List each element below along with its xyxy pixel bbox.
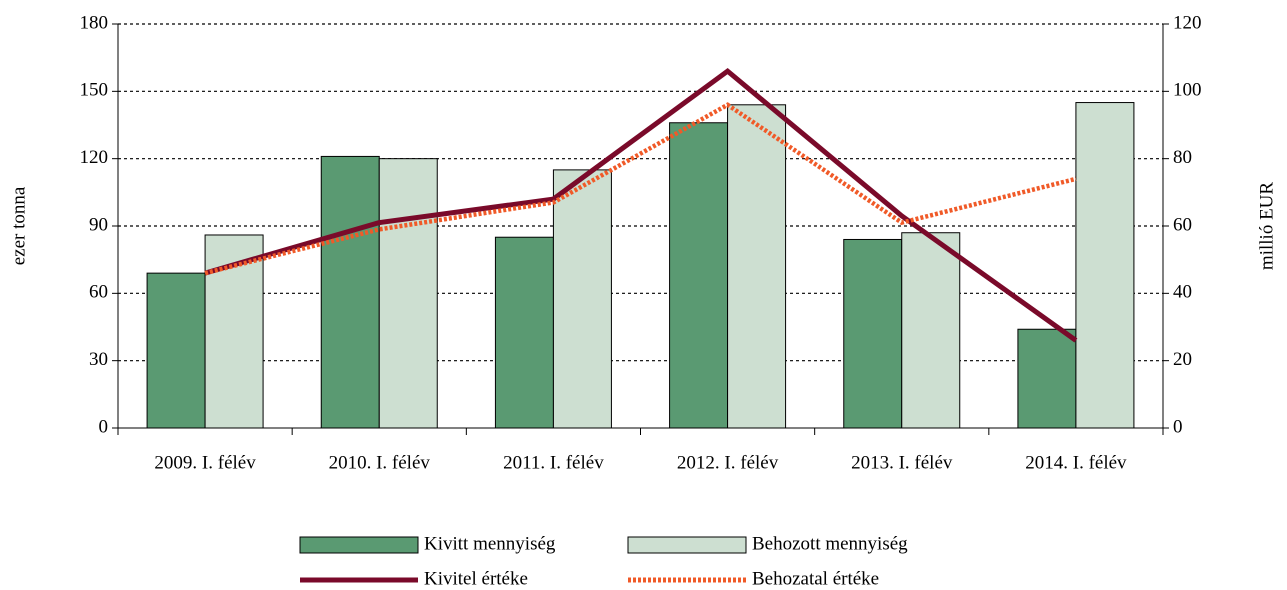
bar bbox=[901, 232, 961, 429]
bar bbox=[146, 272, 206, 429]
bar bbox=[727, 104, 787, 429]
y-tick-label: 60 bbox=[89, 282, 108, 303]
bar bbox=[843, 238, 903, 429]
x-tick-label: 2012. I. félév bbox=[677, 452, 779, 473]
y-tick-label: 0 bbox=[99, 416, 109, 437]
x-tick-label: 2010. I. félév bbox=[329, 452, 431, 473]
y-tick-label: 30 bbox=[89, 349, 108, 370]
legend-swatch bbox=[627, 536, 747, 554]
bar bbox=[552, 169, 612, 429]
x-tick-label: 2013. I. félév bbox=[851, 452, 953, 473]
x-tick-label: 2009. I. félév bbox=[154, 452, 256, 473]
legend-label: Kivitt mennyiség bbox=[424, 533, 556, 554]
legend-label: Kivitel értéke bbox=[424, 568, 528, 589]
y2-tick-label: 40 bbox=[1173, 282, 1192, 303]
y2-tick-label: 100 bbox=[1173, 80, 1202, 101]
x-tick-label: 2011. I. félév bbox=[503, 452, 604, 473]
bar bbox=[1017, 328, 1077, 429]
y2-axis-label: millió EUR bbox=[1256, 182, 1277, 270]
bar bbox=[378, 158, 438, 429]
bar bbox=[320, 155, 380, 429]
bar bbox=[1075, 102, 1135, 429]
legend-swatch bbox=[299, 536, 419, 554]
y2-tick-label: 120 bbox=[1173, 12, 1202, 33]
line-series bbox=[204, 102, 1077, 276]
y-tick-label: 120 bbox=[80, 147, 109, 168]
y-tick-label: 180 bbox=[80, 12, 109, 33]
y-axis-label: ezer tonna bbox=[8, 186, 29, 265]
bar bbox=[669, 122, 729, 429]
x-tick-label: 2014. I. félév bbox=[1025, 452, 1127, 473]
bar bbox=[494, 236, 554, 429]
line-series bbox=[204, 67, 1078, 343]
y-tick-label: 90 bbox=[89, 214, 108, 235]
y-tick-label: 150 bbox=[80, 80, 109, 101]
y2-tick-label: 80 bbox=[1173, 147, 1192, 168]
y2-tick-label: 60 bbox=[1173, 214, 1192, 235]
legend-label: Behozatal értéke bbox=[752, 568, 879, 589]
legend-label: Behozott mennyiség bbox=[752, 533, 908, 554]
y2-tick-label: 0 bbox=[1173, 416, 1183, 437]
y2-tick-label: 20 bbox=[1173, 349, 1192, 370]
